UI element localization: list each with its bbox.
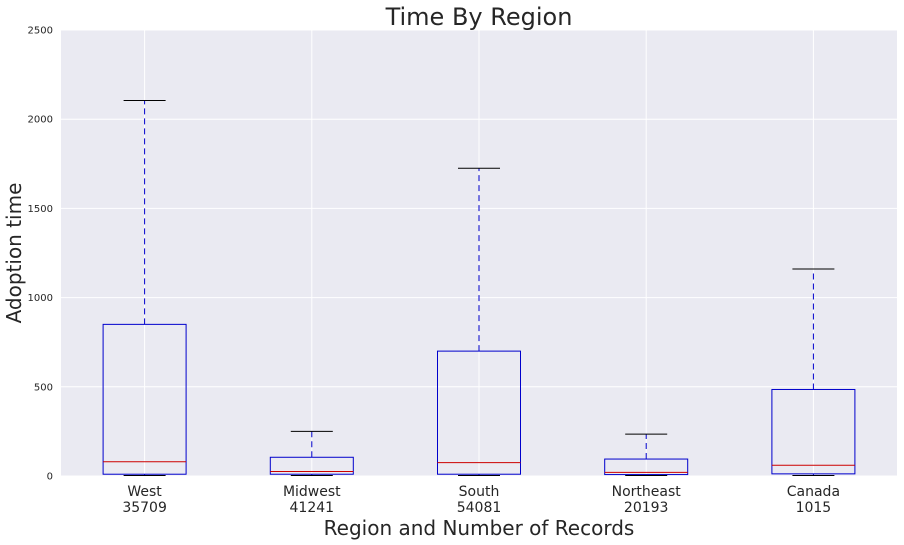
y-tick-label: 2000 — [28, 115, 53, 126]
x-tick-label-region: South — [459, 484, 500, 500]
x-tick-label-count: 20193 — [624, 500, 669, 516]
iqr-box — [604, 458, 689, 476]
chart-title: Time By Region — [385, 3, 573, 31]
y-tick-label: 0 — [47, 472, 53, 483]
iqr-box — [771, 388, 856, 475]
y-tick-label: 1000 — [28, 293, 53, 304]
box-south — [437, 167, 521, 476]
y-tick-label: 2500 — [28, 26, 53, 37]
box-midwest — [269, 430, 354, 476]
x-tick-label-count: 54081 — [457, 500, 502, 516]
x-tick-label-region: Canada — [787, 484, 840, 500]
x-tick-label-count: 1015 — [796, 500, 832, 516]
y-tick-label: 1500 — [28, 204, 53, 215]
y-axis-label: Adoption time — [2, 183, 26, 324]
x-tick-label-count: 41241 — [290, 500, 335, 516]
boxes — [102, 99, 856, 476]
x-axis-label: Region and Number of Records — [324, 516, 635, 540]
box-west — [102, 99, 187, 476]
box-northeast — [604, 433, 689, 476]
x-tick-label-count: 35709 — [122, 500, 167, 516]
x-tick-label-region: Northeast — [612, 484, 682, 500]
iqr-box — [102, 323, 187, 475]
y-tick-label: 500 — [34, 382, 53, 393]
iqr-box — [269, 456, 354, 475]
x-tick-label-region: West — [127, 484, 162, 500]
y-tick-labels: 0 500 1000 1500 2000 2500 — [28, 26, 53, 483]
box-canada — [771, 268, 856, 476]
iqr-box — [437, 350, 521, 475]
x-tick-label-region: Midwest — [283, 484, 341, 500]
